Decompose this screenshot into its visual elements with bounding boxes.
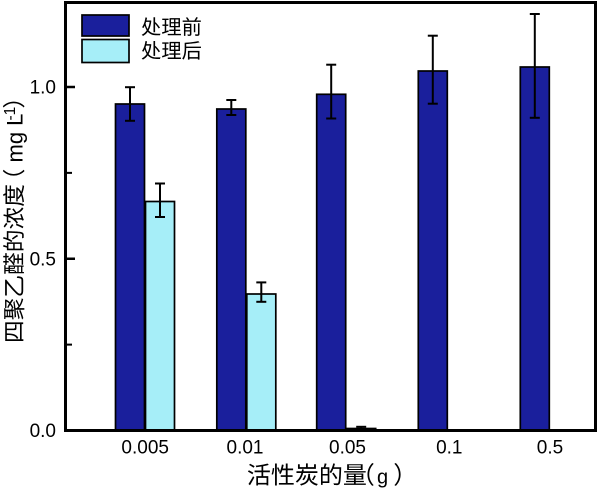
svg-text:mg L: mg L bbox=[2, 114, 27, 163]
svg-text:-1: -1 bbox=[2, 107, 19, 121]
svg-text:0.5: 0.5 bbox=[30, 249, 56, 270]
svg-text:0.005: 0.005 bbox=[121, 438, 169, 459]
svg-text:0.05: 0.05 bbox=[329, 438, 366, 459]
svg-text:0.1: 0.1 bbox=[436, 438, 462, 459]
svg-text:1.0: 1.0 bbox=[30, 78, 56, 99]
svg-text:0.01: 0.01 bbox=[227, 438, 264, 459]
svg-text:0.5: 0.5 bbox=[537, 438, 563, 459]
svg-text:g: g bbox=[377, 467, 388, 489]
svg-text:0.0: 0.0 bbox=[30, 421, 56, 442]
